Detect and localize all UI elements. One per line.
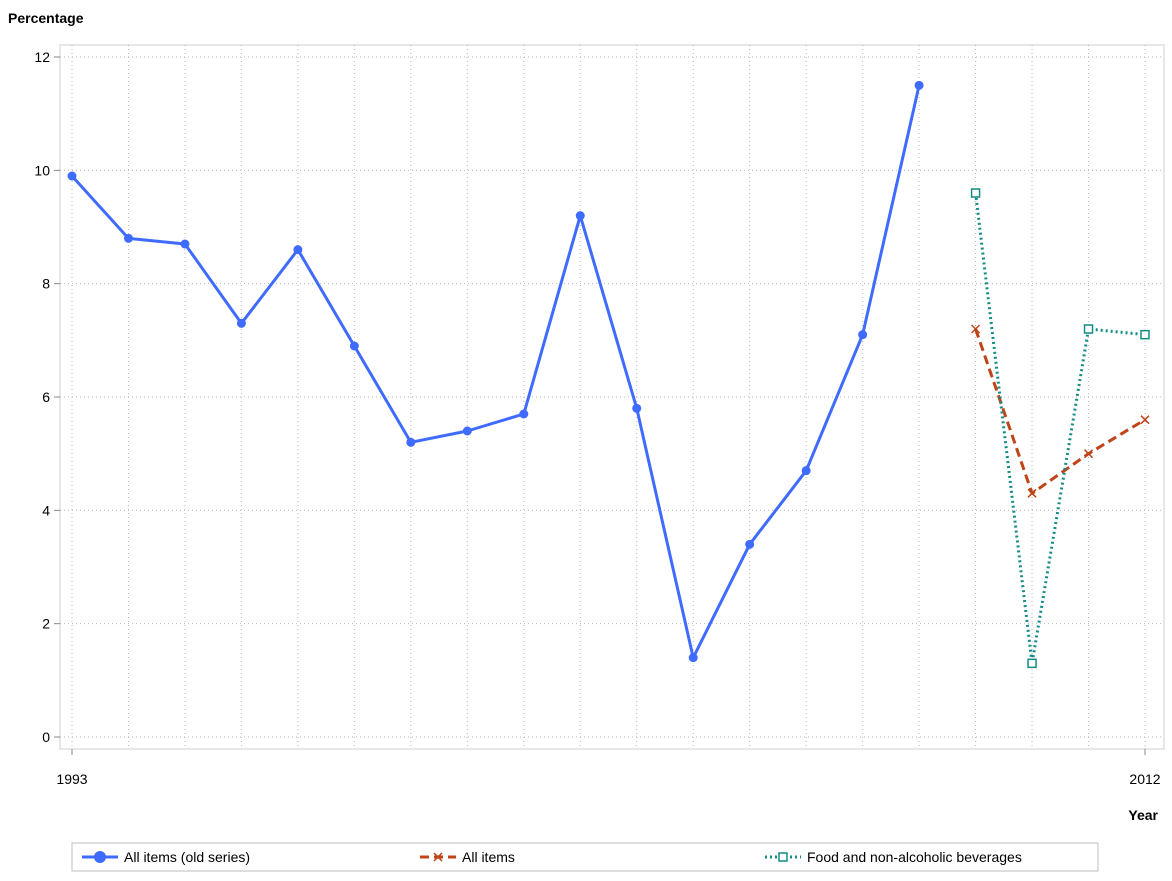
data-point xyxy=(915,81,924,90)
legend-label: All items xyxy=(462,849,515,865)
axes: 0 2 4 6 8 10 12 1993 2012 xyxy=(34,49,1160,787)
legend-label: All items (old series) xyxy=(124,849,250,865)
data-point xyxy=(1141,331,1149,339)
x-tick-label: 2012 xyxy=(1129,771,1160,787)
data-point xyxy=(689,653,698,662)
series-layer xyxy=(68,81,1150,668)
series-0 xyxy=(68,81,924,662)
data-point xyxy=(406,438,415,447)
data-point xyxy=(972,189,980,197)
data-point xyxy=(802,466,811,475)
legend-marker xyxy=(94,851,106,863)
series-1 xyxy=(972,325,1149,497)
data-point xyxy=(463,427,472,436)
data-point xyxy=(858,330,867,339)
data-point xyxy=(519,410,528,419)
y-axis-title: Percentage xyxy=(8,10,84,26)
data-point xyxy=(237,319,246,328)
y-tick-label: 4 xyxy=(42,502,50,518)
y-tick-label: 8 xyxy=(42,276,50,292)
legend: All items (old series) All items Food and … xyxy=(72,843,1098,871)
data-point xyxy=(68,172,77,181)
series-line xyxy=(72,85,919,657)
data-point xyxy=(1028,659,1036,667)
y-tick-label: 0 xyxy=(42,729,50,745)
series-line xyxy=(976,193,1145,663)
y-tick-label: 2 xyxy=(42,616,50,632)
data-point xyxy=(124,234,133,243)
legend-label: Food and non-alcoholic beverages xyxy=(807,849,1022,865)
x-tick-label: 1993 xyxy=(56,771,87,787)
data-point xyxy=(779,853,787,861)
data-point xyxy=(293,245,302,254)
data-point xyxy=(576,211,585,220)
data-point xyxy=(180,240,189,249)
series-2 xyxy=(972,189,1149,667)
x-axis-title: Year xyxy=(1128,807,1158,823)
data-point xyxy=(350,342,359,351)
series-line xyxy=(976,329,1145,493)
data-point xyxy=(1085,325,1093,333)
data-point xyxy=(632,404,641,413)
y-tick-label: 10 xyxy=(34,162,50,178)
y-tick-label: 12 xyxy=(34,49,50,65)
data-point xyxy=(745,540,754,549)
y-tick-label: 6 xyxy=(42,389,50,405)
data-point xyxy=(1141,416,1149,424)
